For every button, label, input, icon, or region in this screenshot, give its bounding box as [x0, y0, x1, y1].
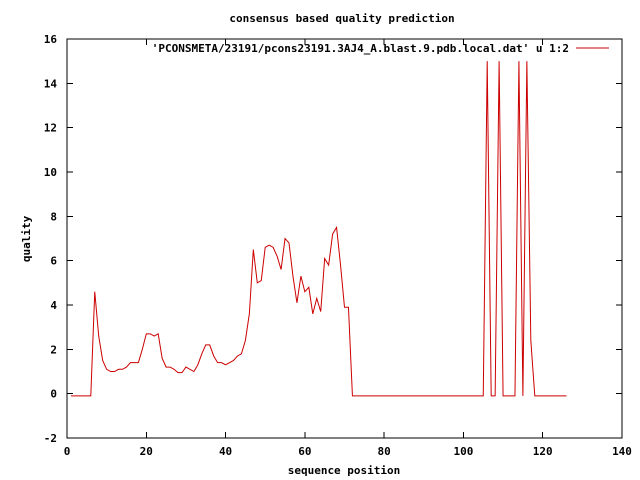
plot-border [66, 38, 623, 439]
y-tick-label: -2 [44, 432, 57, 445]
series-line [70, 61, 567, 397]
y-axis-title: quality [20, 215, 33, 262]
legend: 'PCONSMETA/23191/pcons23191.3AJ4_A.blast… [152, 42, 609, 55]
axis-ticks: 0 20 40 60 80 100 120 140 -2 0 2 4 6 8 10 12 14 16 [44, 33, 632, 458]
x-tick-label: 120 [533, 445, 553, 458]
x-tick-label: 0 [64, 445, 71, 458]
x-tick-label: 80 [378, 445, 391, 458]
x-tick-label: 100 [453, 445, 473, 458]
legend-label: 'PCONSMETA/23191/pcons23191.3AJ4_A.blast… [152, 42, 569, 55]
series-layer [70, 61, 567, 397]
y-tick-label: 8 [50, 210, 57, 223]
x-tick-label: 60 [298, 445, 311, 458]
y-tick-label: 14 [44, 77, 58, 90]
x-tick-label: 40 [219, 445, 232, 458]
y-tick-label: 10 [44, 166, 57, 179]
x-axis-title: sequence position [288, 464, 401, 477]
y-tick-label: 2 [50, 343, 57, 356]
y-tick-label: 4 [50, 299, 57, 312]
x-tick-label: 140 [612, 445, 632, 458]
y-tick-label: 12 [44, 122, 57, 135]
chart-title: consensus based quality prediction [229, 12, 454, 25]
y-tick-label: 16 [44, 33, 58, 46]
y-tick-label: 6 [50, 255, 57, 268]
plot-frame [66, 38, 623, 439]
y-tick-label: 0 [50, 388, 57, 401]
x-tick-label: 20 [140, 445, 153, 458]
